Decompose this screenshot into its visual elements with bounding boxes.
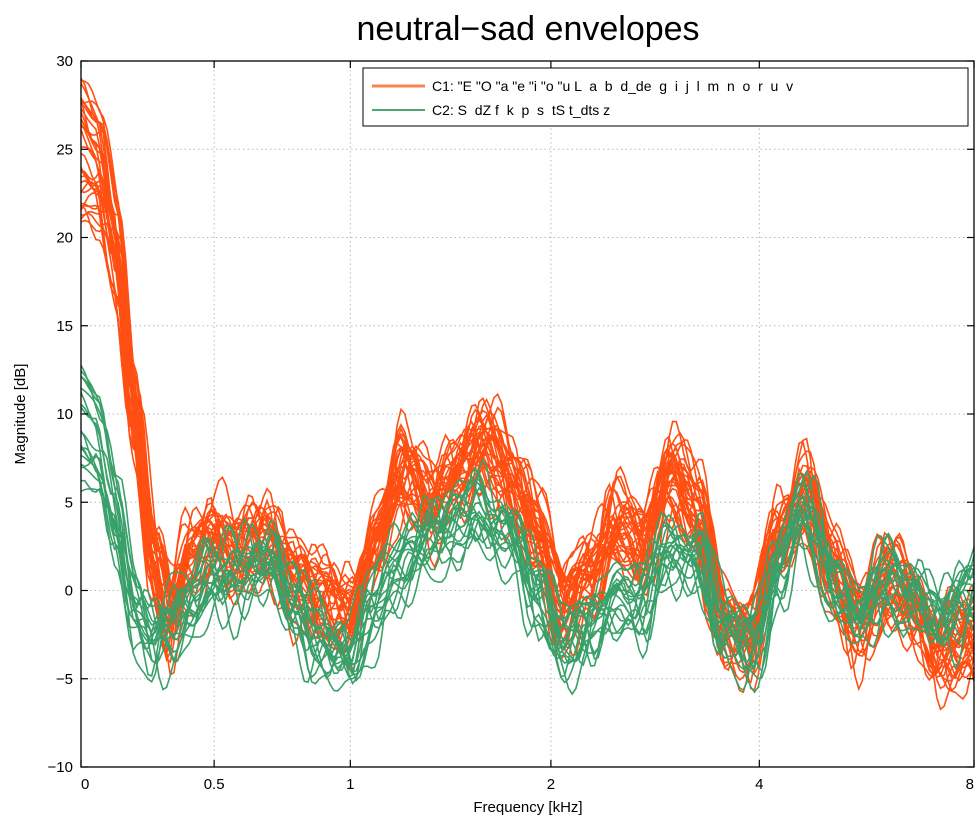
y-tick-label: 0 bbox=[65, 583, 73, 600]
y-axis-label: Magnitude [dB] bbox=[12, 364, 29, 465]
y-tick-label: 25 bbox=[56, 141, 73, 158]
x-axis-label: Frequency [kHz] bbox=[473, 799, 582, 816]
c2-envelope-curve bbox=[80, 375, 975, 685]
y-tick-label: 10 bbox=[56, 406, 73, 423]
c2-envelope-curve bbox=[80, 446, 975, 679]
x-tick-label: 4 bbox=[755, 776, 763, 793]
y-tick-label: 5 bbox=[65, 494, 73, 511]
c2-envelope-curve bbox=[80, 454, 975, 651]
y-tick-label: −5 bbox=[56, 671, 73, 688]
c2-series-group bbox=[80, 364, 975, 696]
x-tick-label: 8 bbox=[966, 776, 974, 793]
axis-ticks: −10 −5 0 5 10 15 20 25 30 0 0.5 1 2 4 8 bbox=[48, 53, 975, 793]
legend-label-c1: C1: "E "O "a "e "i "o "u L a b d_de g i … bbox=[432, 78, 793, 94]
legend: C1: "E "O "a "e "i "o "u L a b d_de g i … bbox=[362, 67, 969, 127]
x-tick-label: 0.5 bbox=[204, 776, 225, 793]
c1-envelope-curve bbox=[80, 119, 975, 645]
c2-envelope-curve bbox=[80, 488, 975, 692]
c2-envelope-curve bbox=[80, 392, 975, 692]
c1-envelope-curve bbox=[80, 205, 975, 701]
x-tick-label: 2 bbox=[547, 776, 555, 793]
legend-box bbox=[362, 67, 969, 127]
y-tick-label: 15 bbox=[56, 318, 73, 335]
y-tick-label: 20 bbox=[56, 230, 73, 247]
chart-title: neutral−sad envelopes bbox=[356, 10, 699, 48]
y-tick-label: −10 bbox=[48, 759, 73, 776]
y-tick-label: 30 bbox=[56, 53, 73, 70]
c2-envelope-curve bbox=[80, 445, 975, 671]
x-tick-label: 1 bbox=[346, 776, 354, 793]
legend-label-c2: C2: S dZ f k p s tS t_dts z bbox=[432, 102, 610, 118]
c2-envelope-curve bbox=[80, 447, 975, 672]
x-tick-label: 0 bbox=[81, 776, 89, 793]
c2-envelope-curve bbox=[80, 364, 975, 678]
grid-lines bbox=[81, 61, 974, 767]
